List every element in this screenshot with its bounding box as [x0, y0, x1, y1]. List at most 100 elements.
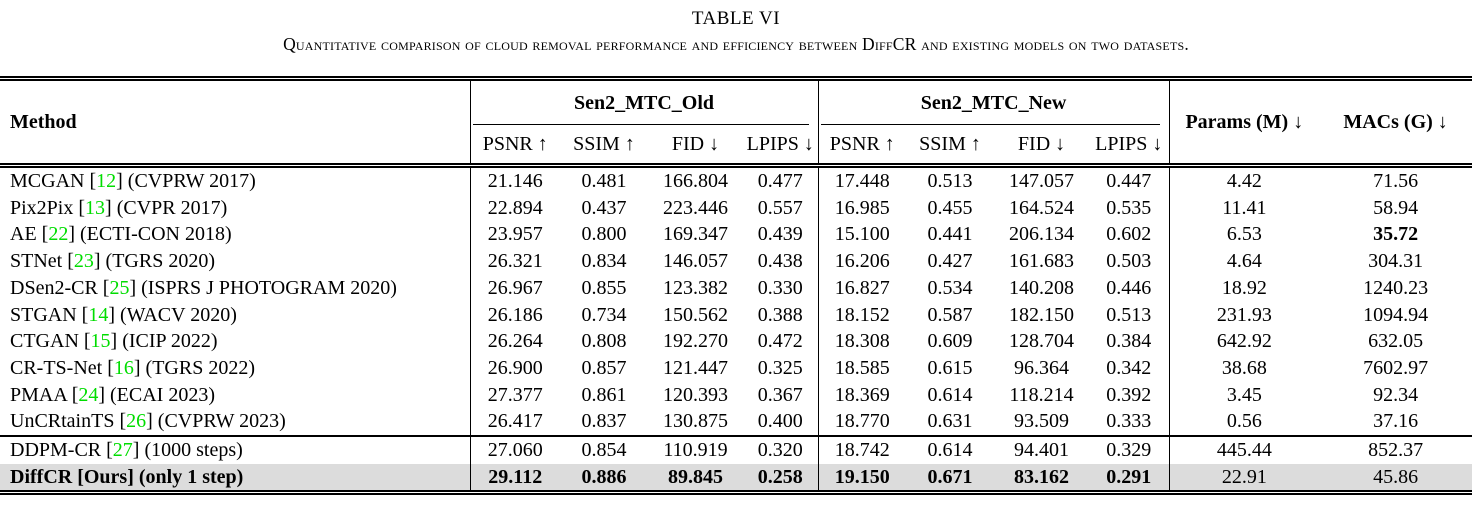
- table-row: MCGAN [12] (CVPRW 2017) 21.146 0.481 166.80…: [0, 165, 1472, 195]
- method-text: UnCRtainTS [: [10, 410, 127, 433]
- citation-link[interactable]: 24: [78, 383, 99, 406]
- params-cell: 38.68: [1168, 354, 1320, 382]
- new-fid-cell: 118.214: [1009, 383, 1074, 406]
- new-fid-cell: 182.150: [1009, 303, 1075, 326]
- table-number: TABLE VI: [691, 8, 781, 29]
- params-cell: 642.92: [1168, 328, 1320, 355]
- citation-link[interactable]: 15: [90, 330, 111, 353]
- old-fid-cell: 192.270: [663, 330, 728, 353]
- new-fid-cell: 161.683: [1009, 250, 1075, 273]
- new-fid-cell: 147.057: [1009, 170, 1075, 192]
- params-cell: 4.42: [1168, 165, 1320, 195]
- macs-cell: 7602.97: [1363, 356, 1429, 379]
- old-ssim-cell: 0.834: [581, 250, 627, 273]
- old-psnr-cell: 26.264: [469, 328, 560, 355]
- method-text: AE [: [10, 223, 49, 246]
- new-ssim-cell: 0.427: [927, 250, 973, 273]
- table-caption: Quantitative comparison of cloud removal…: [283, 34, 1189, 54]
- method-text: ] (ISPRS J PHOTOGRAM 2020): [129, 276, 397, 299]
- column-header-macs: MACs (G) ↓: [1319, 78, 1472, 168]
- method-cell: DSen2-CR [25] (ISPRS J PHOTOGRAM 2020): [0, 275, 470, 302]
- old-psnr-cell: 23.957: [469, 221, 560, 249]
- new-ssim-cell: 0.614: [906, 435, 995, 464]
- results-table: Method Sen2_MTC_Old Sen2_MTC_New Params …: [0, 76, 1472, 496]
- citation-link[interactable]: 16: [113, 356, 134, 379]
- method-text: DDPM-CR [: [10, 439, 113, 462]
- method-text: STGAN [: [10, 303, 89, 326]
- method-text: MCGAN [: [10, 170, 97, 192]
- new-lpips-cell: 0.602: [1106, 223, 1152, 246]
- new-ssim-cell: 0.587: [927, 303, 973, 326]
- method-cell: AE [22] (ECTI-CON 2018): [0, 221, 470, 248]
- citation-link[interactable]: 25: [109, 276, 130, 299]
- table-row: AE [22] (ECTI-CON 2018) 23.957 0.800 169.34…: [0, 221, 1472, 249]
- method-text: DiffCR [Ours] (only 1 step): [10, 465, 244, 488]
- old-lpips-cell: 0.557: [757, 196, 803, 219]
- old-lpips-cell: 0.388: [757, 303, 803, 326]
- new-ssim-cell: 0.615: [927, 356, 973, 379]
- citation-link[interactable]: 26: [126, 410, 147, 433]
- new-psnr-cell: 16.206: [817, 248, 907, 275]
- new-lpips-cell: 0.392: [1106, 383, 1152, 406]
- old-lpips-cell: 0.367: [757, 383, 803, 406]
- new-lpips-cell: 0.535: [1106, 196, 1152, 219]
- params-cell: 18.92: [1168, 274, 1320, 302]
- old-lpips-cell: 0.325: [757, 356, 803, 379]
- old-ssim-cell: 0.857: [581, 356, 627, 379]
- column-header-fid-new: FID ↓: [994, 125, 1090, 168]
- table-row: CTGAN [15] (ICIP 2022) 26.264 0.808 192.270…: [0, 328, 1472, 355]
- method-cell: STNet [23] (TGRS 2020): [0, 248, 470, 275]
- method-text: ] (ECAI 2023): [98, 383, 215, 406]
- new-ssim-cell: 0.609: [927, 330, 973, 353]
- old-lpips-cell: 0.400: [757, 410, 803, 433]
- old-fid-cell: 223.446: [663, 196, 728, 219]
- table-row: Pix2Pix [13] (CVPR 2017) 22.894 0.437 223.4…: [0, 194, 1472, 222]
- old-lpips-cell: 0.439: [757, 223, 803, 246]
- old-psnr-cell: 21.146: [469, 165, 560, 195]
- method-text: ] (1000 steps): [132, 439, 243, 462]
- old-fid-cell: 120.393: [663, 383, 728, 406]
- old-psnr-cell: 26.967: [469, 274, 560, 302]
- method-cell: DiffCR [Ours] (only 1 step): [0, 464, 470, 493]
- table-row: STGAN [14] (WACV 2020) 26.186 0.734 150.562…: [0, 301, 1472, 329]
- new-lpips-cell: 0.447: [1106, 170, 1152, 192]
- macs-cell: 37.16: [1373, 410, 1419, 433]
- citation-link[interactable]: 12: [96, 170, 117, 192]
- new-psnr-cell: 17.448: [817, 165, 907, 195]
- new-ssim-cell: 0.534: [927, 276, 973, 299]
- new-lpips-cell: 0.503: [1106, 250, 1152, 273]
- new-ssim-cell: 0.441: [927, 223, 973, 246]
- citation-link[interactable]: 23: [73, 250, 94, 273]
- column-header-ssim-old: SSIM ↑: [560, 125, 648, 168]
- new-ssim-cell: 0.631: [927, 410, 973, 433]
- citation-link[interactable]: 13: [85, 196, 106, 219]
- method-text: ] (TGRS 2020): [93, 250, 215, 273]
- new-ssim-cell: 0.513: [927, 170, 973, 192]
- citation-link[interactable]: 22: [48, 223, 69, 246]
- macs-cell: 852.37: [1319, 435, 1472, 464]
- citation-link[interactable]: 27: [112, 439, 133, 462]
- new-psnr-cell: 18.585: [817, 354, 907, 382]
- new-fid-cell: 83.162: [1014, 465, 1070, 488]
- old-ssim-cell: 0.437: [581, 196, 627, 219]
- citation-link[interactable]: 14: [88, 303, 109, 326]
- new-psnr-cell: 18.152: [817, 301, 907, 329]
- old-lpips-cell: 0.320: [743, 435, 819, 464]
- method-cell: Pix2Pix [13] (CVPR 2017): [0, 195, 470, 222]
- new-ssim-cell: 0.455: [927, 196, 973, 219]
- new-lpips-cell: 0.342: [1106, 356, 1152, 379]
- method-text: CR-TS-Net [: [10, 356, 114, 379]
- table-row: STNet [23] (TGRS 2020) 26.321 0.834 146.057…: [0, 248, 1472, 275]
- method-text: ] (ECTI-CON 2018): [68, 223, 232, 246]
- params-cell: 231.93: [1168, 301, 1320, 329]
- old-fid-cell: 169.347: [663, 223, 728, 246]
- header-group-row: Method Sen2_MTC_Old Sen2_MTC_New Params …: [0, 78, 1472, 168]
- new-lpips-cell: 0.329: [1089, 435, 1170, 464]
- params-cell: 445.44: [1168, 435, 1320, 464]
- params-cell: 6.53: [1168, 221, 1320, 249]
- method-text: ] (CVPRW 2023): [146, 410, 286, 433]
- old-fid-cell: 110.919: [648, 435, 743, 464]
- new-lpips-cell: 0.513: [1106, 303, 1152, 326]
- column-header-method: Method: [0, 78, 470, 168]
- method-cell: MCGAN [12] (CVPRW 2017): [0, 166, 470, 195]
